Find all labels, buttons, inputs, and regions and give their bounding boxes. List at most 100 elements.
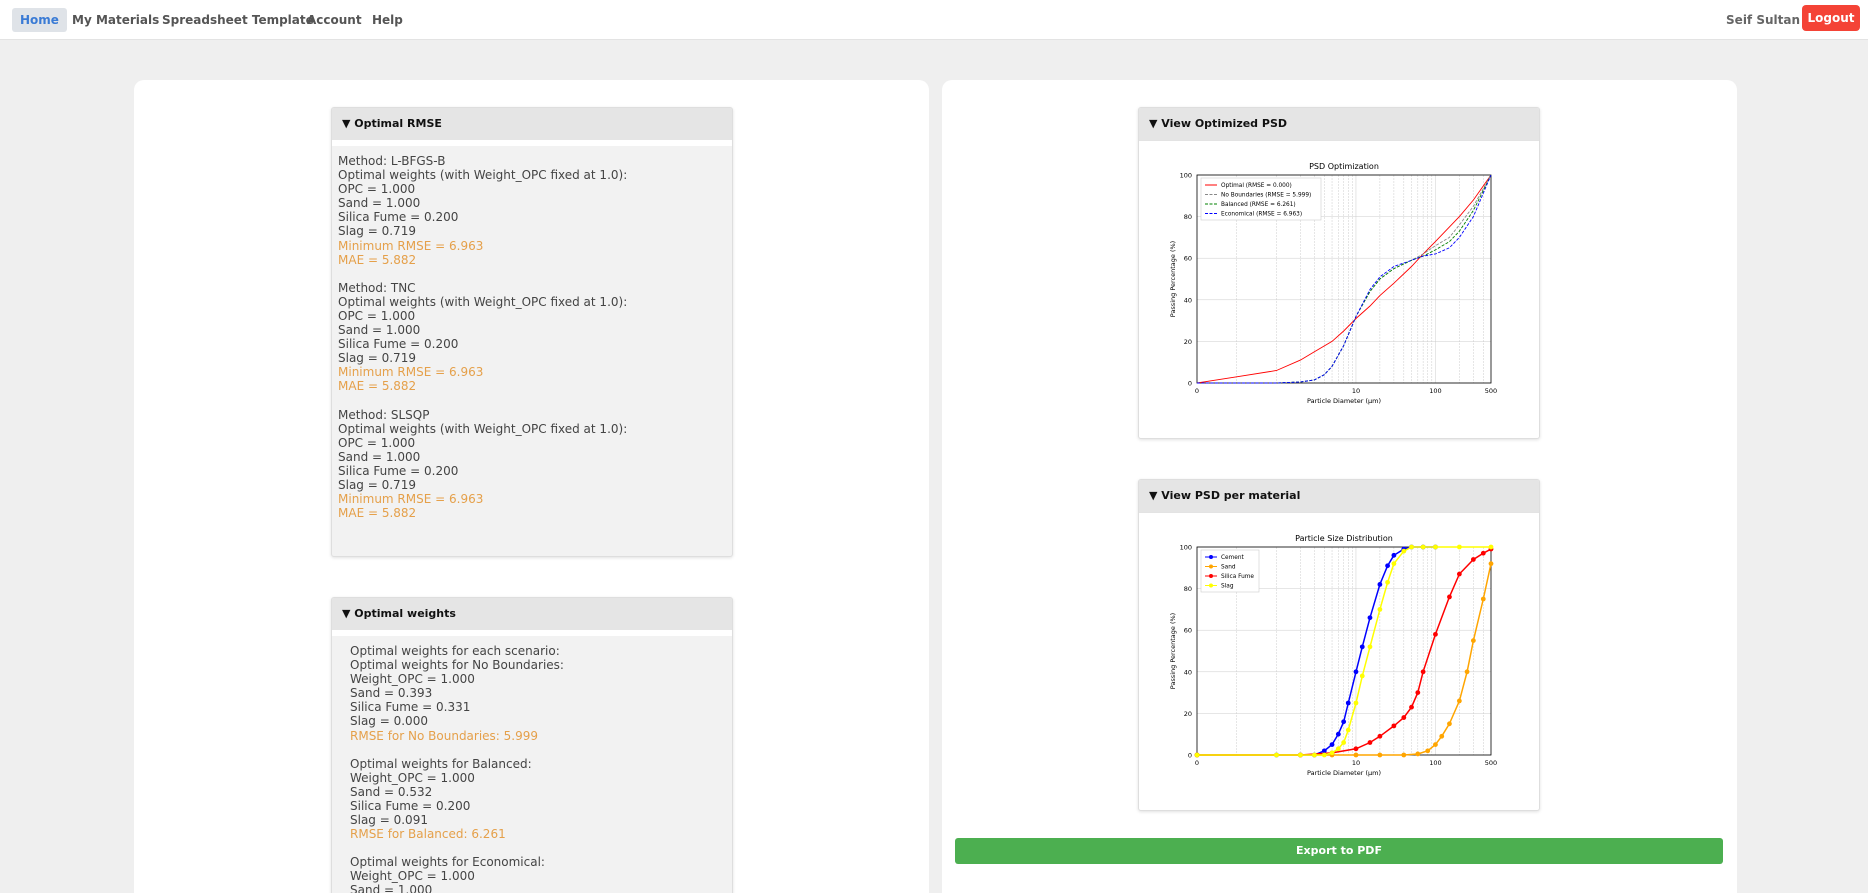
data-point <box>1456 698 1462 704</box>
top-navbar: Home My Materials Spreadsheet Template A… <box>0 0 1868 40</box>
data-point <box>1341 719 1347 725</box>
result-line: Slag = 0.719 <box>338 351 416 366</box>
optimal-weights-section: ▼ Optimal weights Optimal weights for ea… <box>331 597 733 893</box>
data-point <box>1345 700 1351 706</box>
particle-size-distribution-chart: Particle Size Distribution 0 20 40 60 80 100 0 1… <box>1169 534 1497 777</box>
block-gap <box>338 267 726 281</box>
nav-account[interactable]: Account <box>307 13 362 27</box>
metric-line: Minimum RMSE = 6.963 <box>338 365 484 380</box>
logout-button[interactable]: Logout <box>1802 5 1860 31</box>
series-line-economical-rmse-6-963 <box>1197 174 1492 384</box>
data-point <box>1480 596 1486 602</box>
y-tick-label: 20 <box>1184 710 1192 718</box>
data-point <box>1409 544 1414 550</box>
metric-line: Minimum RMSE = 6.963 <box>338 238 484 253</box>
data-point <box>1194 752 1200 758</box>
data-point <box>1274 752 1279 758</box>
data-point <box>1401 752 1407 758</box>
data-point <box>1415 690 1421 695</box>
data-point <box>1420 669 1426 675</box>
data-point <box>1401 715 1407 720</box>
nav-spreadsheet-template[interactable]: Spreadsheet Template <box>162 13 314 27</box>
x-axis-label: Particle Diameter (µm) <box>1307 397 1381 405</box>
optimized-psd-toggle[interactable]: ▼ View Optimized PSD <box>1139 108 1539 141</box>
data-point <box>1335 731 1341 737</box>
result-line: OPC = 1.000 <box>338 435 416 450</box>
result-line: Method: TNC <box>338 280 416 295</box>
data-point <box>1391 561 1397 567</box>
x-tick-label: 0 <box>1195 759 1199 767</box>
data-point <box>1298 752 1303 758</box>
y-tick-label: 80 <box>1184 213 1192 221</box>
result-line: Slag = 0.719 <box>338 477 416 492</box>
y-tick-label: 80 <box>1184 585 1192 593</box>
result-line: Method: L-BFGS-B <box>338 154 446 168</box>
result-line: Optimal weights (with Weight_OPC fixed a… <box>338 421 628 436</box>
block-gap <box>338 394 726 408</box>
x-tick-label: 0 <box>1195 387 1199 395</box>
data-point <box>1377 607 1383 612</box>
legend-label: Sand <box>1221 565 1236 571</box>
optimal-rmse-toggle[interactable]: ▼ Optimal RMSE <box>332 108 732 146</box>
y-tick-label: 40 <box>1184 296 1192 304</box>
data-point <box>1321 748 1327 754</box>
nav-home[interactable]: Home <box>12 8 67 32</box>
y-axis-label: Passing Percentage (%) <box>1169 241 1177 317</box>
data-point <box>1425 748 1431 754</box>
data-point <box>1385 579 1390 585</box>
data-point <box>1312 752 1317 758</box>
data-point <box>1321 752 1327 758</box>
legend-label: Silica Fume <box>1221 574 1254 580</box>
nav-help[interactable]: Help <box>372 13 403 27</box>
y-tick-label: 100 <box>1180 172 1192 180</box>
metric-line: MAE = 5.882 <box>338 379 417 394</box>
optimal-weights-body: Optimal weights for each scenario: Optim… <box>332 636 732 893</box>
block-gap <box>350 841 714 855</box>
weight-line: Silica Fume = 0.331 <box>350 700 471 715</box>
data-point <box>1353 700 1359 706</box>
result-line: Sand = 1.000 <box>338 449 421 464</box>
weight-line: Optimal weights for No Boundaries: <box>350 658 564 673</box>
optimal-weights-toggle[interactable]: ▼ Optimal weights <box>332 598 732 636</box>
data-point <box>1335 746 1341 752</box>
result-line: Silica Fume = 0.200 <box>338 337 459 352</box>
data-point <box>1488 544 1494 550</box>
weight-line: Slag = 0.000 <box>350 714 428 729</box>
rmse-line: RMSE for Balanced: 6.261 <box>350 827 506 842</box>
user-name: Seif Sultan <box>1726 13 1800 27</box>
data-point <box>1456 571 1462 577</box>
y-axis-label: Passing Percentage (%) <box>1169 613 1177 689</box>
data-point <box>1367 615 1373 621</box>
data-point <box>1353 752 1359 758</box>
chart-title: Particle Size Distribution <box>1295 534 1393 543</box>
result-line: Optimal weights (with Weight_OPC fixed a… <box>338 168 628 183</box>
data-point <box>1415 751 1421 757</box>
y-tick-label: 60 <box>1184 627 1192 635</box>
block-gap <box>350 743 714 757</box>
psd-per-material-toggle[interactable]: ▼ View PSD per material <box>1139 480 1539 513</box>
weight-line: Weight_OPC = 1.000 <box>350 770 475 785</box>
metric-line: MAE = 5.882 <box>338 252 417 267</box>
data-point <box>1377 752 1383 758</box>
weight-line: Weight_OPC = 1.000 <box>350 672 475 687</box>
y-tick-label: 0 <box>1188 380 1192 388</box>
legend-marker <box>1209 564 1213 569</box>
data-point <box>1420 544 1426 550</box>
weight-line: Sand = 0.393 <box>350 686 433 701</box>
x-tick-label: 10 <box>1352 387 1360 395</box>
export-pdf-button[interactable]: Export to PDF <box>955 838 1723 864</box>
weight-line: Optimal weights for Economical: <box>350 855 545 870</box>
rmse-line: RMSE for No Boundaries: 5.999 <box>350 728 539 743</box>
optimal-rmse-body: Method: L-BFGS-B Optimal weights (with We… <box>332 146 732 528</box>
data-point <box>1329 742 1335 747</box>
legend-marker <box>1209 583 1213 588</box>
legend-marker <box>1209 555 1213 559</box>
data-point <box>1488 561 1494 567</box>
legend-label: Economical (RMSE = 6.963) <box>1221 212 1302 218</box>
metric-line: MAE = 5.882 <box>338 506 417 521</box>
nav-my-materials[interactable]: My Materials <box>72 13 160 27</box>
legend-marker <box>1209 574 1213 578</box>
data-point <box>1353 746 1359 752</box>
plot-frame <box>1196 174 1492 384</box>
data-point <box>1409 704 1414 710</box>
